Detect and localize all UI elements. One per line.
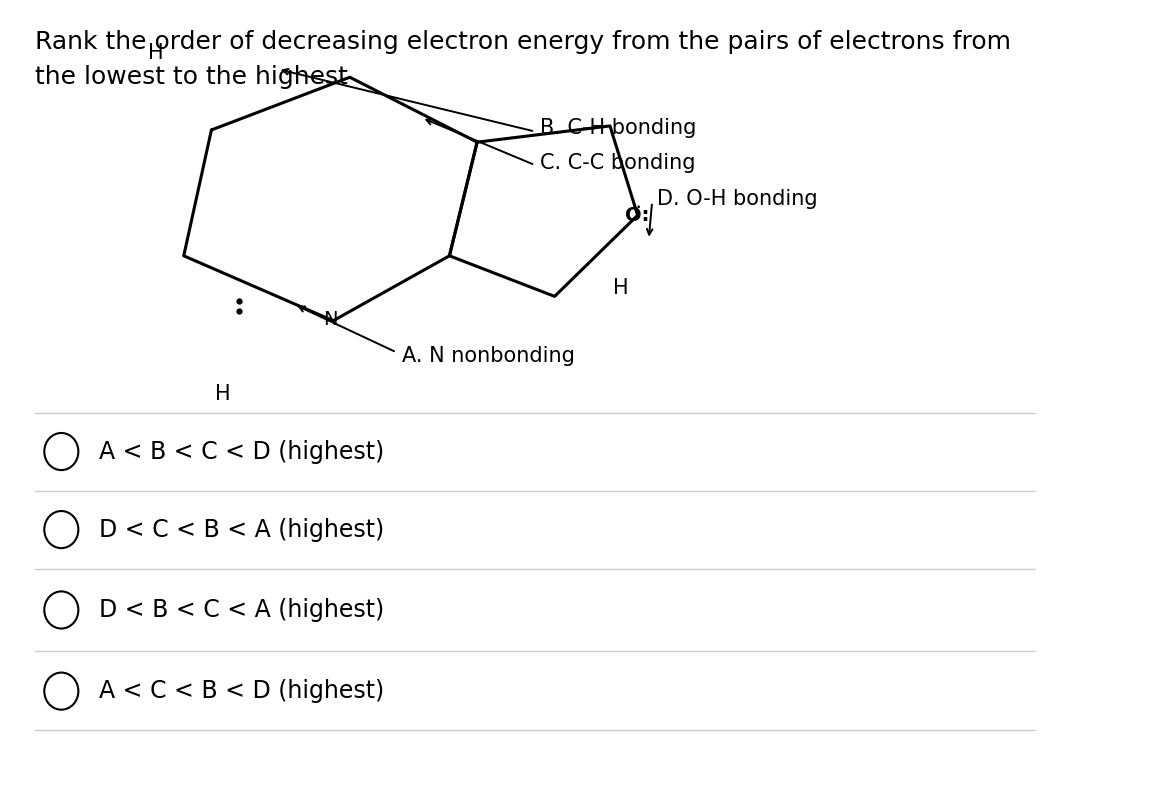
- Text: A. N nonbonding: A. N nonbonding: [402, 346, 575, 365]
- Text: Ö:: Ö:: [625, 206, 649, 225]
- Text: D < C < B < A (highest): D < C < B < A (highest): [98, 517, 384, 542]
- Text: D. O-H bonding: D. O-H bonding: [658, 189, 818, 209]
- Text: C. C-C bonding: C. C-C bonding: [541, 152, 696, 173]
- Text: the lowest to the highest: the lowest to the highest: [35, 65, 348, 90]
- Text: B. C-H bonding: B. C-H bonding: [541, 118, 697, 138]
- Text: Rank the order of decreasing electron energy from the pairs of electrons from: Rank the order of decreasing electron en…: [35, 30, 1010, 54]
- Text: H: H: [148, 43, 164, 63]
- Text: A < C < B < D (highest): A < C < B < D (highest): [98, 679, 384, 703]
- Text: N: N: [322, 310, 338, 329]
- Text: H: H: [613, 278, 628, 298]
- Text: A < B < C < D (highest): A < B < C < D (highest): [98, 439, 384, 464]
- Text: D < B < C < A (highest): D < B < C < A (highest): [98, 598, 384, 622]
- Text: H: H: [215, 384, 230, 404]
